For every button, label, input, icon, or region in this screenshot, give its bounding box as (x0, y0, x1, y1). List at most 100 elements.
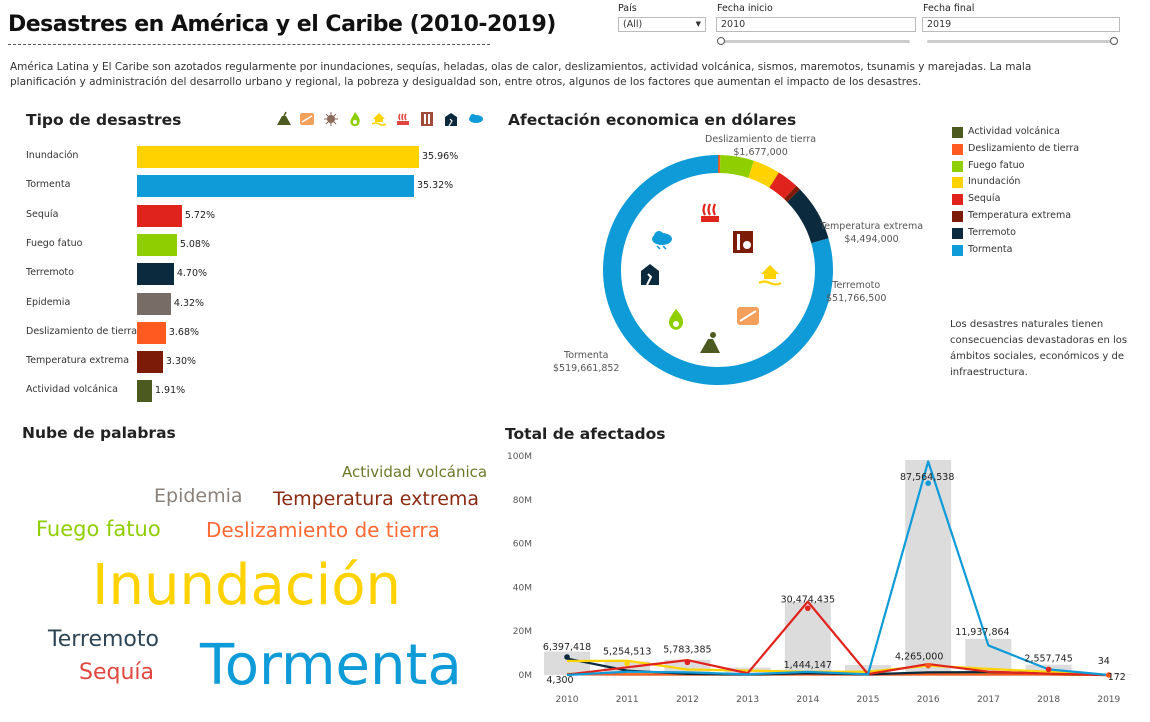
word-inundacion[interactable]: Inundación (92, 553, 401, 618)
bar-deslizamiento-de-tierra[interactable] (137, 321, 166, 344)
word-deslizamiento-de-tierra[interactable]: Deslizamiento de tierra (206, 518, 440, 542)
storm-icon (469, 114, 483, 123)
legend-item-inundacion[interactable]: Inundación (968, 176, 1021, 188)
donut-slice-sequia[interactable] (769, 172, 797, 200)
fecha-inicio-label: Fecha inicio (717, 3, 773, 14)
thermometer-icon (733, 231, 753, 253)
word-tormenta[interactable]: Tormenta (200, 633, 462, 698)
bar-label-tormenta: Tormenta (26, 179, 71, 191)
data-point-marker[interactable] (1106, 672, 1112, 678)
total-bar-2016[interactable] (905, 459, 952, 675)
callout-terremoto: Terremoto $51,766,500 (826, 279, 886, 305)
y-tick-label: 0M (519, 671, 533, 681)
data-label: 4,265,000 (895, 652, 943, 663)
data-point-marker[interactable] (925, 480, 931, 487)
pais-select[interactable]: (All) ▼ (618, 17, 706, 32)
donut-legend: Actividad volcánica Deslizamiento de tier… (952, 126, 1142, 266)
data-label: 87,564,538 (900, 472, 954, 483)
y-tick-label: 60M (513, 540, 532, 550)
donut-slice-temperatura-extrema[interactable] (784, 185, 800, 202)
data-label: 4,300 (546, 675, 573, 686)
data-label: 5,783,385 (663, 644, 711, 655)
callout-terremoto-name: Terremoto (832, 280, 881, 291)
series-line-1[interactable] (566, 600, 1109, 677)
title-divider (8, 44, 490, 45)
donut-slice-deslizamiento-de-tierra[interactable] (718, 155, 721, 174)
legend-item-actividad-volcanica[interactable]: Actividad volcánica (968, 126, 1060, 137)
total-bar-2015[interactable] (845, 664, 891, 675)
legend-item-sequia[interactable]: Sequía (968, 193, 1001, 205)
nube-title: Nube de palabras (22, 424, 176, 442)
afectacion-donut-chart (603, 155, 833, 385)
donut-slice-terremoto[interactable] (787, 189, 829, 244)
legend-swatch-temperatura-extrema (952, 211, 963, 222)
heat-icon (701, 203, 719, 222)
bar-label-epidemia: Epidemia (26, 296, 71, 308)
series-line-2[interactable] (566, 659, 1109, 677)
word-terremoto[interactable]: Terremoto (48, 627, 159, 652)
bar-value-epidemia: 4.32% (173, 297, 205, 309)
legend-item-terremoto[interactable]: Terremoto (968, 226, 1016, 238)
bar-epidemia[interactable] (137, 292, 171, 315)
x-tick-label: 2017 (977, 695, 1000, 705)
bar-label-sequia: Sequía (26, 208, 59, 220)
legend-item-fuego-fatuo[interactable]: Fuego fatuo (968, 159, 1025, 171)
data-point-marker[interactable] (684, 659, 691, 666)
callout-tormenta-value: $519,661,852 (553, 363, 620, 374)
bar-sequia[interactable] (137, 204, 182, 227)
bar-value-fuego-fatuo: 5.08% (179, 238, 211, 250)
bar-value-temperatura-extrema: 3.30% (165, 356, 197, 368)
callout-deslizamiento-value: $1,677,000 (733, 147, 788, 158)
fecha-final-slider-track[interactable] (927, 40, 1115, 43)
fecha-final-slider-handle[interactable] (1110, 37, 1118, 45)
word-temperatura-extrema[interactable]: Temperatura extrema (273, 488, 480, 510)
legend-swatch-terremoto (952, 227, 963, 239)
word-cloud: Actividad volcánica Epidemia Temperatura e… (0, 450, 490, 720)
bar-inundacion[interactable] (137, 146, 419, 168)
legend-swatch-actividad-volcanica (952, 127, 963, 138)
fecha-final-input[interactable]: 2019 (922, 17, 1120, 32)
callout-deslizamiento: Deslizamiento de tierra $1,677,000 (705, 133, 816, 159)
bar-terremoto[interactable] (137, 263, 174, 286)
landslide-icon (300, 113, 314, 125)
total-bar-2014[interactable] (784, 601, 831, 675)
word-epidemia[interactable]: Epidemia (154, 485, 243, 507)
data-point-marker[interactable] (925, 662, 931, 669)
data-point-marker[interactable] (1045, 666, 1052, 673)
donut-slice-inundacion[interactable] (748, 160, 779, 188)
data-label: 2,557,745 (1024, 653, 1072, 664)
series-line-0[interactable] (566, 460, 1109, 677)
fecha-inicio-input[interactable]: 2010 (716, 17, 916, 32)
bar-tormenta[interactable] (137, 175, 414, 198)
flood-icon (758, 265, 782, 286)
word-sequia[interactable]: Sequía (79, 660, 155, 685)
data-point-marker[interactable] (564, 654, 570, 660)
donut-slice-fuego-fatuo[interactable] (719, 155, 754, 178)
total-bar-2010[interactable] (544, 651, 590, 675)
legend-item-deslizamiento-de-tierra[interactable]: Deslizamiento de tierra (968, 142, 1080, 154)
data-point-marker[interactable] (624, 660, 630, 667)
y-tick-label: 80M (513, 496, 532, 506)
fecha-inicio-slider-track[interactable] (722, 40, 910, 43)
tipo-desastres-bar-chart: Inundación 35.96% Tormenta 35.32% Sequía 5.72… (0, 142, 490, 412)
callout-tormenta-name: Tormenta (564, 350, 609, 361)
bar-fuego-fatuo[interactable] (137, 233, 177, 256)
fecha-inicio-slider-handle[interactable] (717, 37, 725, 45)
legend-item-temperatura-extrema[interactable]: Temperatura extrema (968, 210, 1072, 221)
callout-temperatura-value: $4,494,000 (844, 234, 899, 245)
x-tick-label: 2010 (556, 695, 579, 705)
legend-item-tormenta[interactable]: Tormenta (968, 243, 1013, 255)
word-fuego-fatuo[interactable]: Fuego fatuo (36, 517, 161, 541)
bar-label-terremoto: Terremoto (26, 267, 74, 279)
legend-swatch-deslizamiento-de-tierra (952, 143, 963, 155)
fire-icon (350, 112, 360, 127)
bar-actividad-volcanica[interactable] (137, 380, 152, 403)
data-label: 11,937,864 (955, 627, 1009, 638)
bar-label-temperatura-extrema: Temperatura extrema (26, 355, 130, 367)
bar-label-actividad-volcanica: Actividad volcánica (26, 384, 118, 396)
word-actividad-volcanica[interactable]: Actividad volcánica (342, 463, 488, 481)
data-point-marker[interactable] (805, 605, 811, 612)
y-tick-label: 20M (513, 627, 532, 637)
bar-temperatura-extrema[interactable] (137, 351, 163, 374)
x-tick-label: 2014 (796, 695, 819, 705)
